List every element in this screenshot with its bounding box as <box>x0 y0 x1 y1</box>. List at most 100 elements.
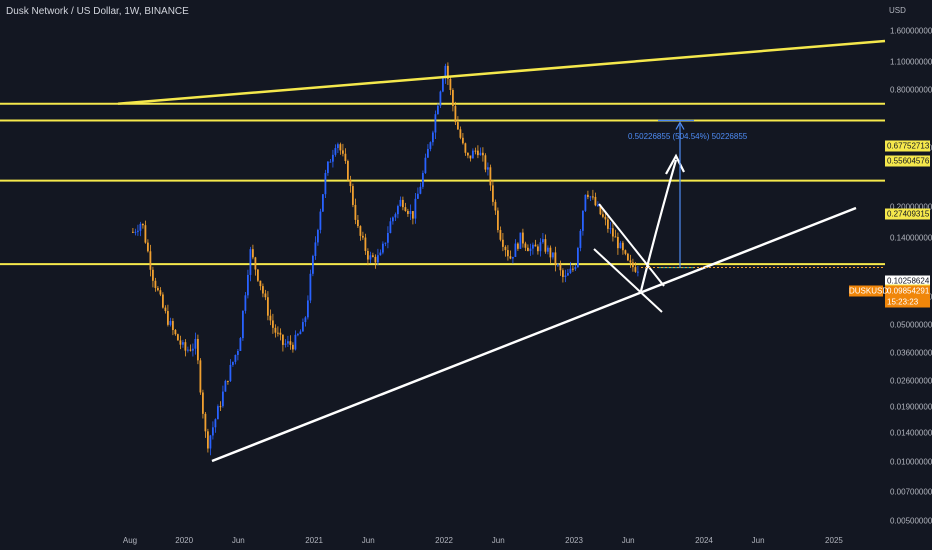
candle-body <box>574 267 577 270</box>
candle-body <box>282 334 284 345</box>
candle-body <box>132 231 134 233</box>
candle-body <box>509 256 512 259</box>
candle-body <box>439 91 442 106</box>
candle-body <box>532 244 534 249</box>
candle-body <box>164 307 167 312</box>
candle-body <box>604 216 607 220</box>
candle-body <box>142 223 144 226</box>
candle-body <box>377 255 379 263</box>
candle-body <box>309 273 312 301</box>
candle-body <box>259 280 262 287</box>
candle-body <box>599 204 602 215</box>
candle-body <box>322 194 324 212</box>
candle-body <box>474 150 477 152</box>
candle-body <box>147 242 149 252</box>
level-badge-2: 0.55604576 <box>885 155 930 167</box>
candle-body <box>277 332 279 334</box>
candle-body <box>464 143 467 153</box>
candle-body <box>592 196 594 198</box>
candle-body <box>467 152 469 156</box>
candle-body <box>417 193 419 199</box>
candle-body <box>189 349 192 351</box>
candle-body <box>254 257 257 270</box>
candle-body <box>389 221 392 233</box>
candle-body <box>607 219 609 229</box>
candle-body <box>514 243 517 257</box>
wedge-upper-line <box>598 203 665 287</box>
candle-body <box>394 214 397 218</box>
candle-body <box>554 252 557 265</box>
current-price-badge: 0.09854291 <box>885 285 930 297</box>
time-tick: Jun <box>361 536 375 545</box>
candle-body <box>207 431 209 449</box>
candle-body <box>619 242 622 249</box>
candle-body <box>139 223 142 231</box>
candle-body <box>429 142 432 149</box>
candle-body <box>562 270 564 277</box>
projection-arrow <box>639 159 678 292</box>
candle-body <box>529 248 532 252</box>
candle-body <box>374 256 377 263</box>
candle-body <box>364 237 367 251</box>
price-tick: 0.01400000 <box>890 428 932 438</box>
candle-body <box>249 249 252 275</box>
candle-body <box>312 255 314 274</box>
candle-body <box>499 229 502 240</box>
horizontal-levels <box>0 102 885 266</box>
candle-body <box>564 275 567 277</box>
price-tick: 1.60000000 <box>890 26 932 36</box>
candle-body <box>414 198 417 219</box>
candle-body <box>547 247 549 252</box>
candle-body <box>144 225 147 243</box>
candle-body <box>372 255 374 257</box>
candle-body <box>524 243 527 248</box>
drawing-tools <box>117 39 886 463</box>
candle-body <box>284 343 287 345</box>
candle-body <box>244 295 247 311</box>
candle-body <box>427 148 429 158</box>
time-tick: 2024 <box>695 536 713 545</box>
candle-body <box>159 290 162 295</box>
candle-body <box>357 219 359 227</box>
candle-body <box>344 153 347 162</box>
candle-body <box>519 232 522 249</box>
candle-body <box>634 267 637 272</box>
candle-body <box>589 196 592 198</box>
candle-body <box>292 344 294 350</box>
symbol-tag: DUSKUSD <box>849 285 889 297</box>
level-badge-3: 0.27409315 <box>885 208 930 220</box>
candle-body <box>294 334 297 350</box>
candle-body <box>437 105 439 115</box>
price-tick: 0.80000000 <box>890 85 932 95</box>
candle-body <box>267 297 269 316</box>
candle-body <box>537 246 539 252</box>
candle-body <box>307 300 309 318</box>
candle-body <box>367 250 369 260</box>
candle-body <box>157 287 159 291</box>
candle-body <box>362 235 364 238</box>
candle-body <box>624 250 627 254</box>
candle-body <box>204 413 207 432</box>
candle-body <box>384 242 387 244</box>
candle-body <box>382 243 384 253</box>
time-tick: Jun <box>231 536 245 545</box>
price-tick: 0.14000000 <box>890 233 932 243</box>
candle-body <box>457 122 459 130</box>
time-tick: 2025 <box>825 536 843 545</box>
candle-body <box>577 247 579 268</box>
candle-body <box>302 322 304 332</box>
price-tick: 1.10000000 <box>890 57 932 67</box>
candle-body <box>477 150 479 156</box>
level-badge-1: 0.67752713 <box>885 140 930 152</box>
candle-body <box>229 364 232 382</box>
candle-body <box>517 243 519 249</box>
candle-body <box>422 173 424 187</box>
candle-body <box>224 380 227 392</box>
candle-body <box>177 334 179 341</box>
candle-body <box>257 269 259 281</box>
price-tick: 0.03600000 <box>890 348 932 358</box>
candle-body <box>402 199 404 208</box>
candle-body <box>579 230 582 248</box>
